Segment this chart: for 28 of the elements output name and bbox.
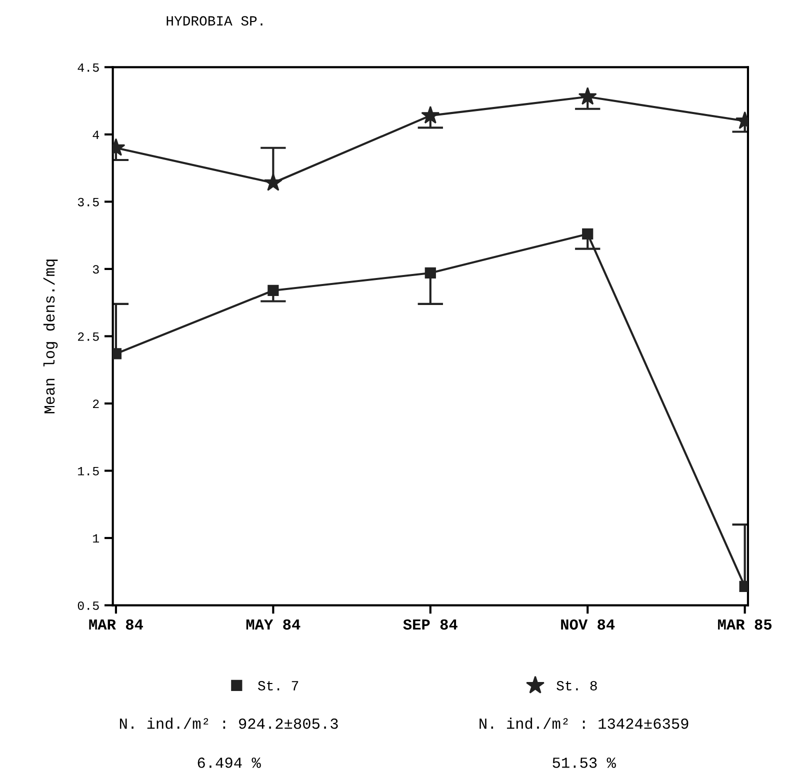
y-tick-label: 1.5 [78,467,99,476]
text: N. ind./m² : 924.2±805.3 [120,718,338,729]
x-tick-label: MAR 84 [89,619,144,630]
text: 6.494 % [198,758,261,768]
legend-label: St. 7 [258,681,298,690]
text: N. ind./m² : 13424±6359 [480,718,688,729]
chart-title: HYDROBIA SP. [166,16,262,26]
y-axis-title: Mean log dens./mq [43,260,58,414]
point [264,173,282,191]
y-tick-label: 2.5 [78,332,99,341]
point [578,87,597,105]
point [421,106,440,124]
y-tick-label: 3.5 [78,198,99,206]
x-tick-label: MAR 85 [718,619,772,630]
y-tick-label: 2 [93,400,99,408]
legend-label: St. 8 [556,681,597,690]
point [268,284,279,296]
text: 51.53 % [552,758,616,768]
x-tick-label: NOV 84 [561,619,615,630]
y-tick-label: 3 [92,265,99,274]
y-tick-label: 4 [92,130,99,139]
y-tick-label: 1 [93,534,100,543]
y-tick-label: 4.5 [78,63,99,72]
x-tick-label: SEP 84 [403,619,458,630]
point [582,228,594,240]
x-tick-label: MAY 84 [246,619,300,630]
y-tick-label: 0.5 [78,601,99,610]
point [424,267,436,279]
